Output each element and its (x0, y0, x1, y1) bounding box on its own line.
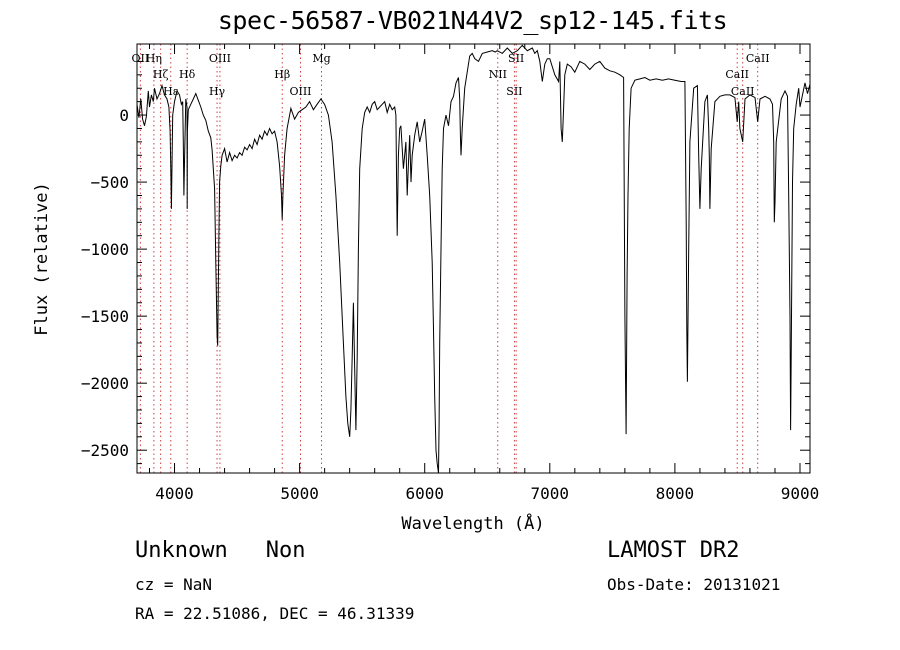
subclass-label: Non (265, 538, 306, 563)
spectral-line-label: Hη (146, 52, 162, 65)
coordinates-label: RA = 22.51086, DEC = 46.31339 (135, 604, 415, 623)
plot-frame (136, 43, 811, 474)
spectral-line-label: CaII (731, 85, 755, 98)
y-tick-label: −2500 (81, 441, 129, 460)
spectral-line-label: CaII (725, 68, 749, 81)
spectral-line-label: Hζ (153, 68, 169, 81)
spectral-line-label: Mg (312, 52, 330, 65)
spectral-line-label: SII (508, 52, 524, 65)
x-tick-label: 4000 (155, 484, 194, 503)
spectral-line-label: Hε (163, 85, 179, 98)
redshift-label: cz = NaN (135, 575, 213, 594)
spectral-line-label: OIII (209, 52, 231, 65)
spectral-line-label: Hβ (274, 68, 290, 81)
y-axis: 0 −500 −1000 −1500 −2000 −2500 (81, 60, 810, 465)
object-class: Unknown Non (135, 538, 305, 563)
y-tick-label: −1000 (81, 240, 129, 259)
y-tick-label: −2000 (81, 374, 129, 393)
x-tick-label: 5000 (280, 484, 319, 503)
y-tick-label: 0 (119, 106, 129, 125)
y-axis-label: Flux (relative) (32, 182, 52, 336)
spectral-line-label: CaII (746, 52, 770, 65)
x-axis-label: Wavelength (Å) (401, 512, 544, 534)
x-tick-label: 6000 (405, 484, 444, 503)
spectral-line-label: Hδ (179, 68, 196, 81)
spectral-line-label: Hγ (209, 85, 226, 98)
obs-date-label: Obs-Date: 20131021 (607, 575, 781, 594)
class-label: Unknown (135, 538, 228, 563)
y-tick-label: −500 (90, 173, 129, 192)
spectral-line-labels: HηHζHεOIIHδHγOIIIHβOIIIMgNIISIISIICaIICa… (132, 52, 770, 98)
flux-spectrum-line (137, 44, 810, 473)
spectral-line-label: OII (132, 52, 150, 65)
y-tick-label: −1500 (81, 307, 129, 326)
spectral-line-markers (139, 44, 759, 473)
x-tick-label: 8000 (656, 484, 695, 503)
x-axis: 4000 5000 6000 7000 8000 9000 (149, 44, 820, 503)
chart-title: spec-56587-VB021N44V2_sp12-145.fits (217, 6, 728, 35)
spectral-line-label: NII (489, 68, 507, 81)
x-tick-label: 7000 (531, 484, 570, 503)
spectral-line-label: SII (506, 85, 522, 98)
survey-label: LAMOST DR2 (607, 538, 740, 563)
spectral-line-label: OIII (289, 85, 311, 98)
x-tick-label: 9000 (781, 484, 820, 503)
